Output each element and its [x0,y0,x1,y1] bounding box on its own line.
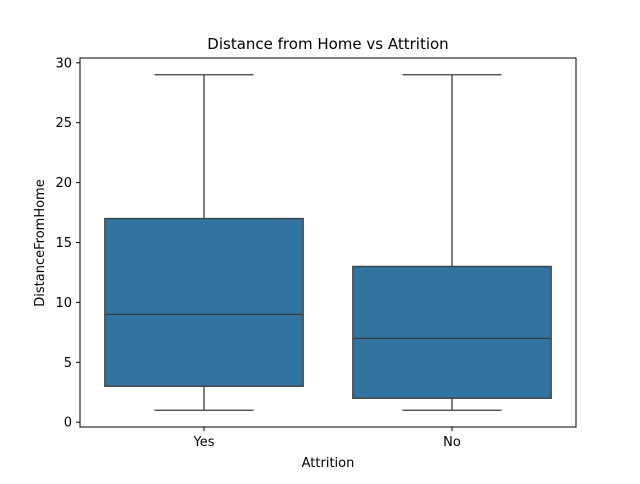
y-tick-label-10: 10 [55,296,72,311]
box-group-no [352,74,552,411]
x-tick-label-no: No [443,435,461,450]
y-tick-label-15: 15 [55,236,72,251]
plot-area [104,74,552,411]
x-axis-label: Attrition [302,456,355,471]
y-tick-label-5: 5 [64,356,72,371]
plot-frame [79,57,577,428]
box-no [352,265,552,399]
y-tick-label-0: 0 [64,416,72,431]
axis-ticks: Yes No 0 5 10 15 20 25 30 [55,56,460,450]
box-yes [104,217,304,387]
y-tick-label-25: 25 [55,116,72,131]
x-tick-label-yes: Yes [193,435,215,450]
box-group-yes [104,74,304,411]
y-axis-label: DistanceFromHome [33,179,48,306]
y-tick-label-30: 30 [55,56,72,71]
y-tick-label-20: 20 [55,176,72,191]
chart-title: Distance from Home vs Attrition [207,35,448,53]
